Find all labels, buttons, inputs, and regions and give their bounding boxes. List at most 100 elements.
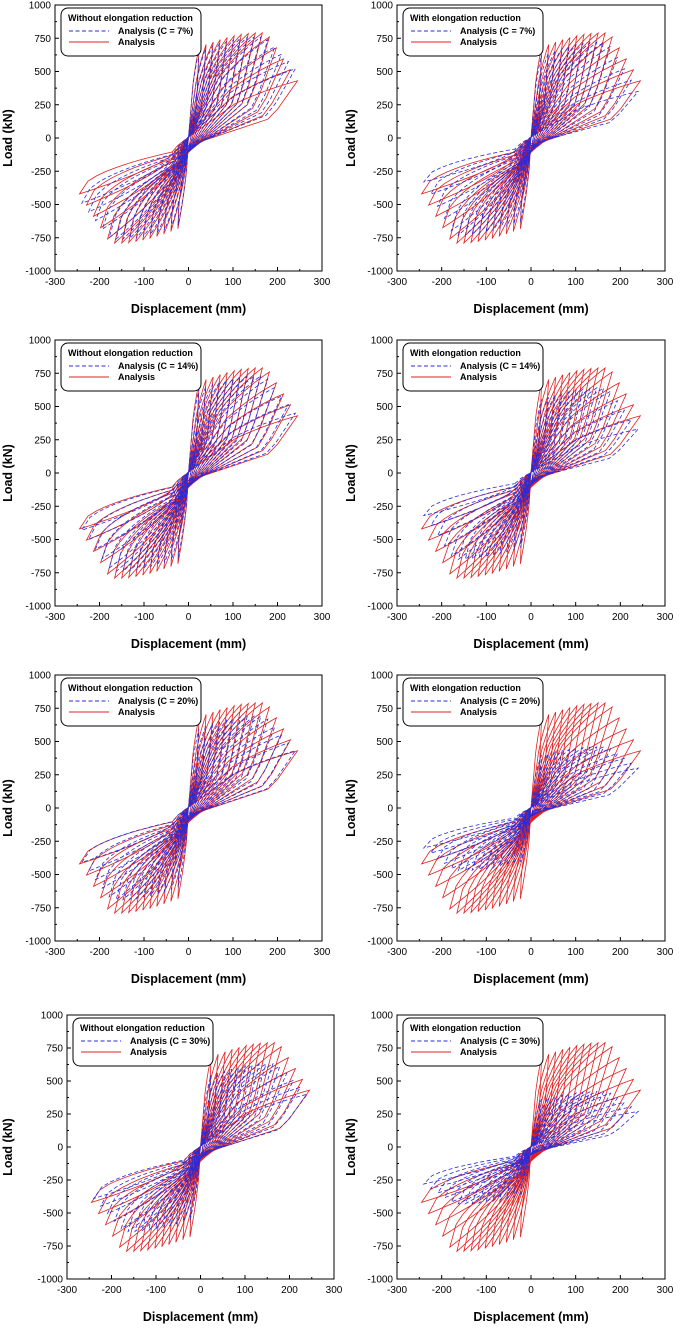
y-tick-label: -750 (31, 233, 51, 244)
legend-entry: Analysis (C = 14%) (118, 361, 198, 371)
x-tick-label: -200 (432, 947, 452, 958)
legend-entry: Analysis (118, 707, 155, 717)
series-analysis-c-line (422, 1090, 640, 1205)
y-axis-title: Load (kN) (1, 444, 15, 502)
legend-box (72, 1017, 214, 1067)
x-tick-label: 300 (657, 1285, 674, 1296)
legend-box (402, 677, 544, 727)
y-tick-label: 500 (34, 737, 51, 748)
x-tick-label: 200 (612, 947, 629, 958)
y-tick-label: 0 (387, 134, 393, 145)
x-tick-label: -300 (45, 947, 65, 958)
hysteresis-chart-7: -300 -200 -100 0 100 200 30010007505002500-250… (1, 1011, 342, 1325)
y-tick-label: -250 (373, 837, 393, 848)
x-axis-title: Displacement (mm) (473, 1310, 588, 1324)
x-tick-label: 100 (567, 1285, 584, 1296)
y-tick-label: -500 (373, 535, 393, 546)
legend-entry: Analysis (C = 7%) (118, 26, 193, 36)
x-tick-label: -100 (146, 1285, 166, 1296)
x-tick-label: 0 (186, 947, 192, 958)
x-tick-label: -200 (89, 277, 109, 288)
y-tick-label: -1000 (367, 1275, 393, 1286)
y-axis-title: Load (kN) (1, 109, 15, 167)
series-analysis-c-line (422, 746, 640, 872)
legend-title: Without elongation reduction (68, 348, 193, 358)
y-tick-label: -500 (31, 870, 51, 881)
x-tick-label: -200 (89, 947, 109, 958)
y-tick-label: 500 (376, 67, 393, 78)
x-tick-label: 200 (612, 277, 629, 288)
x-tick-label: 200 (612, 1285, 629, 1296)
y-tick-label: 0 (45, 469, 51, 480)
y-tick-label: 500 (376, 737, 393, 748)
series-analysis-line (420, 1041, 642, 1253)
y-tick-label: -750 (373, 1242, 393, 1253)
y-tick-label: -750 (373, 568, 393, 579)
y-axis-title: Load (kN) (1, 779, 15, 837)
hysteresis-chart-2: -300 -200 -100 0 100 200 30010007505002500-250… (344, 1, 674, 317)
x-tick-label: -300 (57, 1285, 77, 1296)
x-tick-label: 300 (314, 277, 331, 288)
y-tick-label: -500 (31, 535, 51, 546)
y-tick-label: -750 (31, 568, 51, 579)
x-tick-label: 0 (528, 612, 534, 623)
legend-entry: Analysis (118, 37, 155, 47)
x-tick-label: 0 (528, 947, 534, 958)
x-axis-title: Displacement (mm) (131, 972, 246, 986)
x-tick-label: 100 (567, 612, 584, 623)
chart-panel-1: -300 -200 -100 0 100 200 300 1000 750 500 250 0 -250… (0, 0, 342, 335)
legend-entry: Analysis (460, 37, 497, 47)
y-tick-label: 250 (46, 1110, 63, 1121)
y-tick-label: -500 (373, 870, 393, 881)
y-tick-label: 500 (376, 1077, 393, 1088)
x-tick-label: -200 (432, 277, 452, 288)
x-tick-label: 200 (269, 612, 286, 623)
y-tick-label: 750 (34, 704, 51, 715)
y-tick-label: 1000 (371, 1011, 394, 1022)
y-tick-label: 1000 (371, 336, 394, 347)
legend-title: Without elongation reduction (68, 683, 193, 693)
legend-title: Without elongation reduction (68, 13, 193, 23)
y-tick-label: 1000 (41, 1011, 64, 1022)
y-tick-label: -500 (373, 1209, 393, 1220)
x-tick-label: -100 (134, 612, 154, 623)
x-axis-title: Displacement (mm) (473, 972, 588, 986)
x-tick-label: -100 (476, 612, 496, 623)
y-tick-label: 1000 (29, 671, 52, 682)
y-tick-label: 750 (376, 1044, 393, 1055)
y-tick-label: -1000 (367, 937, 393, 948)
y-tick-label: 500 (46, 1077, 63, 1088)
y-tick-label: 750 (46, 1044, 63, 1055)
legend-entry: Analysis (118, 372, 155, 382)
y-axis-title: Load (kN) (1, 1118, 15, 1176)
x-tick-label: 300 (657, 947, 674, 958)
y-tick-label: -500 (43, 1209, 63, 1220)
x-tick-label: -200 (432, 612, 452, 623)
y-tick-label: 1000 (371, 1, 394, 12)
x-tick-label: 300 (657, 277, 674, 288)
chart-panel-5: -300 -200 -100 0 100 200 300 1000 750 500 250 0 -250… (0, 670, 342, 1005)
y-tick-label: -250 (43, 1176, 63, 1187)
y-tick-label: -750 (43, 1242, 63, 1253)
x-tick-label: -100 (476, 1285, 496, 1296)
y-tick-label: 750 (376, 369, 393, 380)
y-tick-label: -1000 (367, 267, 393, 278)
x-tick-label: -300 (387, 947, 407, 958)
y-axis-title: Load (kN) (344, 109, 358, 167)
hysteresis-chart-4: -300 -200 -100 0 100 200 30010007505002500-250… (344, 336, 674, 652)
y-tick-label: -250 (373, 167, 393, 178)
y-tick-label: 750 (376, 34, 393, 45)
y-tick-label: 0 (57, 1143, 63, 1154)
x-tick-label: 200 (269, 277, 286, 288)
x-tick-label: 300 (314, 612, 331, 623)
x-tick-label: -100 (134, 947, 154, 958)
series-analysis-c-line (80, 35, 297, 241)
legend-box (402, 342, 544, 392)
x-tick-label: 0 (186, 612, 192, 623)
y-tick-label: 0 (387, 804, 393, 815)
x-tick-label: 300 (314, 947, 331, 958)
x-tick-label: 100 (567, 277, 584, 288)
y-tick-label: -250 (373, 502, 393, 513)
y-tick-label: -750 (373, 233, 393, 244)
legend-entry: Analysis (C = 30%) (130, 1036, 210, 1046)
